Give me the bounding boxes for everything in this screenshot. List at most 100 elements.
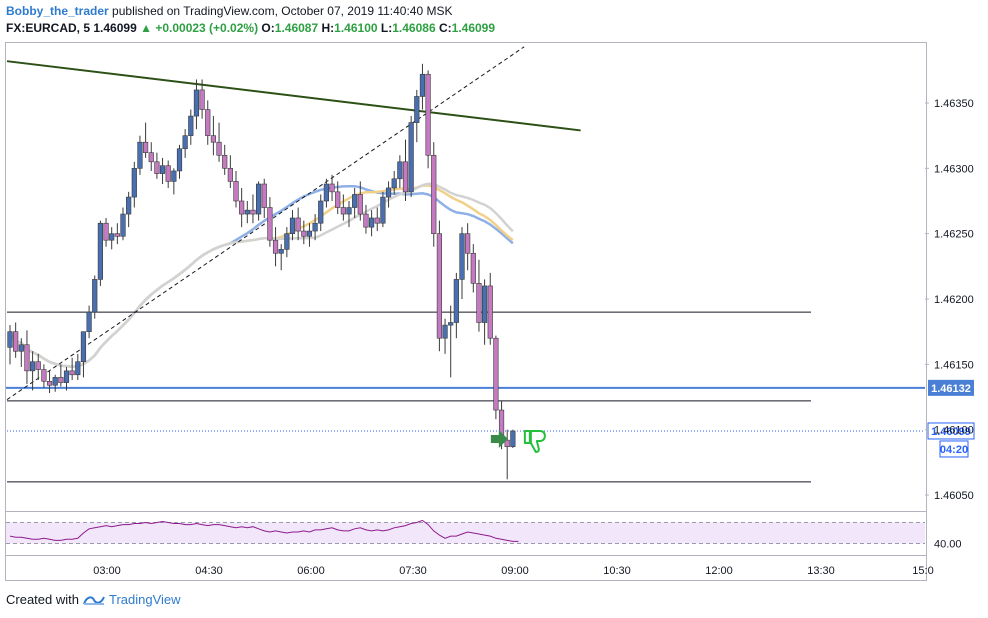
candle-body <box>210 135 217 143</box>
candle-body <box>120 213 126 237</box>
moving-average-layer <box>8 182 514 369</box>
candle-body <box>176 148 183 172</box>
bear-candle <box>329 174 335 201</box>
bull-candle <box>182 129 188 158</box>
horizontal-levels-layer: 1.46132 1.46099 04:20 <box>6 311 975 483</box>
bear-candle <box>487 272 493 345</box>
candle-body <box>63 370 70 383</box>
bear-candle <box>103 217 109 247</box>
bull-candle <box>278 244 284 271</box>
bull-candle <box>380 191 386 228</box>
candle-body <box>352 194 358 208</box>
candle-body <box>205 109 211 136</box>
time-tick-label: 07:30 <box>399 565 427 577</box>
bull-candle <box>385 181 392 208</box>
bear-candle <box>233 170 239 208</box>
candle-body <box>329 183 335 193</box>
candle-body <box>510 430 516 447</box>
candle-body <box>346 207 352 215</box>
candle-body <box>335 191 341 208</box>
bull-candle <box>193 79 200 130</box>
last-value: 1.46099 <box>93 21 137 35</box>
bear-candle <box>41 364 47 388</box>
candle-body <box>295 217 301 232</box>
publish-text: published on TradingView.com, October 07… <box>112 4 453 18</box>
time-tick-label: 04:30 <box>195 565 223 577</box>
candle-body <box>453 279 459 323</box>
candle-body <box>97 222 103 280</box>
bear-candle <box>154 152 160 179</box>
thumbs-down-icon <box>523 429 546 453</box>
bear-candle <box>205 100 211 145</box>
bull-candle <box>86 305 92 339</box>
bear-candle <box>69 357 75 381</box>
tradingview-brand[interactable]: TradingView <box>108 592 181 607</box>
signal-layer <box>490 429 546 453</box>
candle-body <box>312 222 318 232</box>
candle-body <box>278 249 284 254</box>
rsi-level-label: 40.00 <box>934 539 962 551</box>
bear-candle <box>58 364 64 387</box>
open-value: 1.46087 <box>274 21 319 35</box>
rsi-line <box>9 519 519 542</box>
candle-body <box>306 230 313 237</box>
candle-body <box>58 377 64 383</box>
bear-candle <box>476 259 482 332</box>
time-tick-label: 03:00 <box>93 565 121 577</box>
close-value: 1.46099 <box>451 21 496 35</box>
candle-body <box>69 370 75 376</box>
candle-body <box>261 183 267 208</box>
candle-body <box>46 381 53 386</box>
candle-body <box>126 196 132 215</box>
bear-candle <box>436 220 443 352</box>
candle-body <box>29 361 36 372</box>
bear-candle <box>335 181 341 215</box>
candle-body <box>193 89 200 117</box>
candle-body <box>143 141 149 153</box>
candle-body <box>414 96 420 123</box>
bear-candle <box>114 223 120 245</box>
bull-candle <box>126 191 132 228</box>
time-axis-frame[interactable] <box>5 555 927 581</box>
bull-candle <box>289 210 296 241</box>
close-label: C: <box>438 21 452 35</box>
time-tick-label: 10:30 <box>603 565 631 577</box>
bull-candle <box>188 109 194 145</box>
candle-body <box>402 161 409 193</box>
price-axis-layer: 1.46050 1.46100 1.46150 1.46200 1.46250 1.463… <box>925 98 974 502</box>
bull-candle <box>481 279 488 345</box>
bull-candle <box>29 351 36 391</box>
bull-candle <box>255 181 262 221</box>
candle-body <box>255 183 262 215</box>
candle-body <box>425 73 431 156</box>
bull-candle <box>159 157 166 185</box>
candle-body <box>368 217 375 228</box>
candle-body <box>419 73 426 97</box>
candle-body <box>397 161 403 180</box>
candle-body <box>408 122 414 193</box>
candle-body <box>504 439 510 447</box>
bear-candle <box>13 322 19 358</box>
price-tick-label: 1.46100 <box>934 425 974 437</box>
candle-body <box>442 324 448 339</box>
candle-body <box>272 239 279 254</box>
bull-candle <box>391 170 397 195</box>
bear-candle <box>357 181 363 221</box>
bear-candle <box>165 160 171 188</box>
time-tick-label: 09:00 <box>501 565 529 577</box>
candle-body <box>244 209 250 215</box>
author-name[interactable]: Bobby_the_trader <box>6 4 109 18</box>
candle-body <box>436 233 443 339</box>
candle-body <box>239 200 245 215</box>
candle-body <box>7 331 13 348</box>
bull-candle <box>419 63 426 110</box>
bull-candle <box>284 227 290 258</box>
candle-body <box>24 344 30 372</box>
candle-body <box>363 213 369 228</box>
candle-body <box>267 207 273 241</box>
high-value: 1.46100 <box>334 21 378 35</box>
candle-body <box>289 217 296 234</box>
price-tick-label: 1.46050 <box>934 490 974 502</box>
candle-body <box>13 331 19 352</box>
